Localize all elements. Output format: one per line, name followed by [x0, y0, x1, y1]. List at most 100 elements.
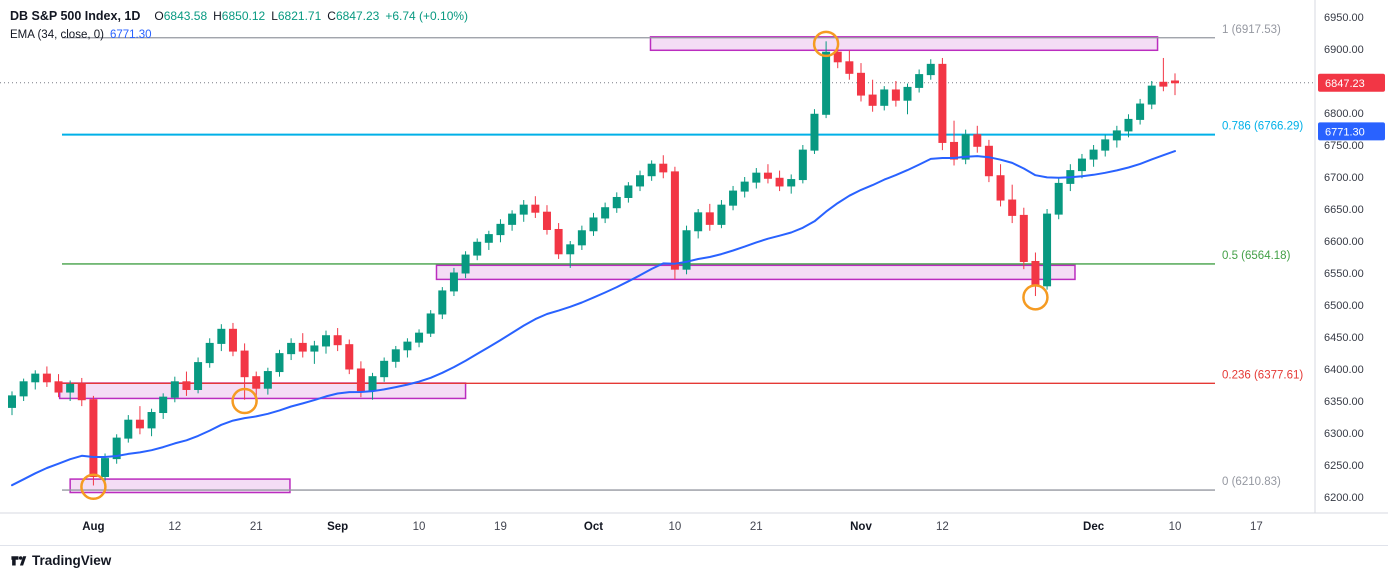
candle: [345, 344, 354, 370]
time-axis-label[interactable]: 19: [494, 521, 507, 533]
candle: [833, 51, 842, 63]
tradingview-logo[interactable]: TradingView: [10, 552, 111, 569]
candle: [519, 204, 528, 215]
close-value: 6847.23: [335, 9, 380, 23]
time-axis-label[interactable]: Dec: [1083, 521, 1105, 533]
candle: [636, 175, 645, 187]
candle: [496, 223, 505, 236]
candle: [194, 362, 203, 390]
legend-symbol-row: DB S&P 500 Index, 1D O6843.58 H6850.12 L682…: [10, 7, 468, 26]
price-axis-label[interactable]: 6450.00: [1324, 332, 1364, 344]
candle: [1124, 118, 1133, 132]
candle: [1171, 80, 1179, 84]
supply-demand-zone: [435, 264, 1076, 281]
tradingview-mark-icon: [11, 556, 27, 566]
candle: [659, 163, 668, 173]
change-value: +6.74 (+0.10%): [385, 9, 469, 23]
legend: DB S&P 500 Index, 1D O6843.58 H6850.12 L682…: [10, 7, 468, 44]
highlight-circle: [812, 30, 840, 58]
candle: [391, 349, 400, 362]
candle: [787, 179, 796, 187]
open-value: 6843.58: [163, 9, 208, 23]
price-axis-label[interactable]: 6650.00: [1324, 204, 1364, 216]
candle: [159, 396, 168, 414]
supply-demand-zone: [649, 36, 1159, 52]
symbol-title[interactable]: DB S&P 500 Index, 1D: [10, 9, 141, 23]
candle: [915, 74, 924, 88]
candle: [752, 172, 761, 183]
time-axis-label[interactable]: Nov: [850, 521, 872, 533]
candle: [566, 244, 575, 255]
time-axis-label[interactable]: 17: [1250, 521, 1263, 533]
candle: [287, 342, 296, 355]
candle: [205, 342, 214, 364]
price-axis-label[interactable]: 6750.00: [1324, 140, 1364, 152]
legend-ema-row[interactable]: EMA (34, close, 0) 6771.30: [10, 27, 468, 44]
candle: [135, 419, 144, 429]
candle: [670, 171, 679, 270]
last-price-badge: [1318, 73, 1385, 92]
candle: [263, 371, 272, 389]
candle: [1112, 130, 1121, 141]
candle: [42, 373, 51, 383]
candle: [147, 412, 156, 429]
fib-level-label: 0 (6210.83): [1222, 476, 1281, 488]
time-axis-label[interactable]: 10: [669, 521, 682, 533]
candle: [310, 345, 319, 352]
supply-demand-zone: [69, 478, 291, 494]
candle: [531, 204, 540, 213]
candle: [729, 190, 738, 206]
fib-level-label: 0.5 (6564.18): [1222, 250, 1291, 262]
candle: [217, 328, 226, 344]
footer-bar: TradingView: [0, 545, 1388, 575]
candle: [1136, 103, 1145, 120]
candle: [426, 313, 435, 334]
high-value: 6850.12: [221, 9, 266, 23]
candle: [101, 458, 110, 478]
time-axis-label[interactable]: 12: [168, 521, 181, 533]
price-axis-label[interactable]: 6200.00: [1324, 492, 1364, 504]
price-axis-label[interactable]: 6500.00: [1324, 300, 1364, 312]
close-label: C: [327, 9, 336, 23]
candle: [124, 419, 133, 439]
fib-level-label: 0.236 (6377.61): [1222, 369, 1303, 381]
candle: [775, 177, 784, 187]
candle: [973, 134, 982, 147]
candle: [182, 381, 191, 390]
time-axis-label[interactable]: 10: [1169, 521, 1182, 533]
candle: [589, 217, 598, 232]
candle: [880, 89, 889, 106]
ema-line: [11, 150, 1176, 487]
price-chart-canvas[interactable]: 1 (6917.53) 0.786 (6766.29) 0.5 (6564.18) 0…: [0, 0, 1388, 545]
candle: [484, 234, 493, 243]
price-axis-label[interactable]: 6250.00: [1324, 460, 1364, 472]
candle: [1089, 149, 1098, 160]
time-axis-label[interactable]: Oct: [584, 521, 603, 533]
price-axis-label[interactable]: 6700.00: [1324, 172, 1364, 184]
price-axis-label[interactable]: 6550.00: [1324, 268, 1364, 280]
candle: [1147, 85, 1156, 105]
candle: [275, 353, 284, 373]
price-axis-label[interactable]: 6300.00: [1324, 428, 1364, 440]
time-axis-label[interactable]: Aug: [82, 521, 104, 533]
price-axis-label[interactable]: 6800.00: [1324, 108, 1364, 120]
ema-study-value: 6771.30: [109, 28, 152, 41]
price-axis-label[interactable]: 6600.00: [1324, 236, 1364, 248]
candle: [112, 437, 121, 460]
candle: [926, 63, 935, 76]
candle: [903, 86, 912, 101]
time-axis-label[interactable]: 21: [750, 521, 763, 533]
time-axis-label[interactable]: 12: [936, 521, 949, 533]
candle: [333, 335, 342, 346]
candle: [856, 72, 865, 96]
candle: [868, 94, 877, 106]
time-axis-label[interactable]: Sep: [327, 521, 348, 533]
time-axis-label[interactable]: 21: [250, 521, 263, 533]
time-axis-label[interactable]: 10: [413, 521, 426, 533]
price-axis-label[interactable]: 6350.00: [1324, 396, 1364, 408]
last-price-badge-text: 6847.23: [1325, 78, 1365, 90]
price-axis-label[interactable]: 6900.00: [1324, 44, 1364, 56]
price-axis-label[interactable]: 6400.00: [1324, 364, 1364, 376]
candle: [170, 381, 179, 398]
price-axis-label[interactable]: 6950.00: [1324, 12, 1364, 24]
